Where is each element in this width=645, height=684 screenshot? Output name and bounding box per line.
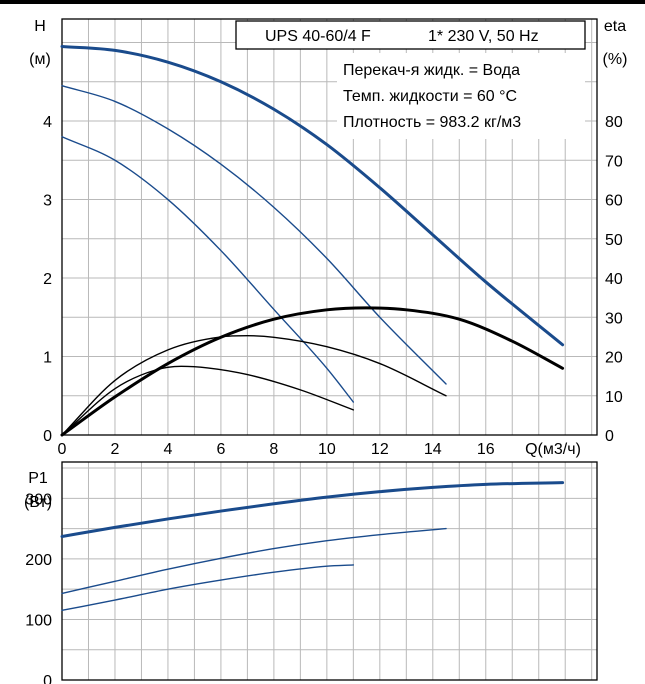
x-tick-label: 12 [371,441,389,458]
eta-ylabel-line2: (%) [603,51,628,68]
title-model: UPS 40-60/4 F [265,28,371,45]
eta-ylabel-line1: eta [604,18,626,35]
power-plot-area [62,462,597,680]
power-series [60,481,565,612]
x-axis-label: Q(м3/ч) [525,441,581,458]
eta-y-tick-label: 30 [605,310,623,327]
eta-y-tick-label: 40 [605,271,623,288]
power-ticks: 0 100 200 300 [25,491,52,684]
power-plot-frame [61,461,598,681]
head-curve-1 [60,44,565,347]
efficiency-curve-6 [61,365,355,436]
power-y-tick-label: 100 [25,612,52,629]
eta-y-tick-label: 50 [605,232,623,249]
x-tick-label: 4 [163,441,172,458]
power-curve-3 [61,564,355,612]
title-voltage: 1* 230 V, 50 Hz [428,28,539,45]
head-y-tick-label: 0 [43,428,52,445]
head-curve-3 [61,136,355,403]
info-box-bg [337,53,585,139]
power-y-tick-label: 200 [25,552,52,569]
eta-y-tick-label: 10 [605,389,623,406]
eta-y-tick-label: 20 [605,350,623,367]
eta-y-tick-label: 70 [605,153,623,170]
head-series [60,44,565,437]
head-ylabel-line2: (м) [29,51,51,68]
x-tick-label: 16 [477,441,495,458]
info-line-fluid: Перекач-я жидк. = Вода [343,62,520,79]
efficiency-curve-4 [60,306,565,437]
x-tick-label: 0 [58,441,67,458]
info-line-temp: Темп. жидкости = 60 °C [343,88,517,105]
eta-y-tick-label: 0 [605,428,614,445]
power-grid [62,462,597,680]
head-ylabel-line1: H [34,18,46,35]
power-curve-1 [60,481,565,538]
x-tick-label: 6 [216,441,225,458]
power-ylabel-line1: P1 [28,470,48,487]
title-box [235,20,586,50]
head-y-tick-label: 1 [43,350,52,367]
head-plot-frame [61,18,598,436]
x-tick-label: 8 [269,441,278,458]
head-curve-2 [61,85,447,385]
head-y-tick-label: 2 [43,271,52,288]
eta-y-tick-label: 80 [605,114,623,131]
power-ylabel-line2: (Вт) [24,494,52,511]
head-y-tick-label: 4 [43,114,52,131]
efficiency-curve-5 [61,335,447,436]
head-grid [62,19,597,435]
x-tick-label: 10 [318,441,336,458]
power-curve-2 [61,527,447,595]
info-line-density: Плотность = 983.2 кг/м3 [343,114,521,131]
power-y-tick-label: 0 [43,673,52,684]
x-tick-label: 2 [111,441,120,458]
power-y-tick-label: 300 [25,491,52,508]
eta-y-tick-label: 60 [605,193,623,210]
x-tick-label: 14 [424,441,442,458]
head-y-tick-label: 3 [43,193,52,210]
